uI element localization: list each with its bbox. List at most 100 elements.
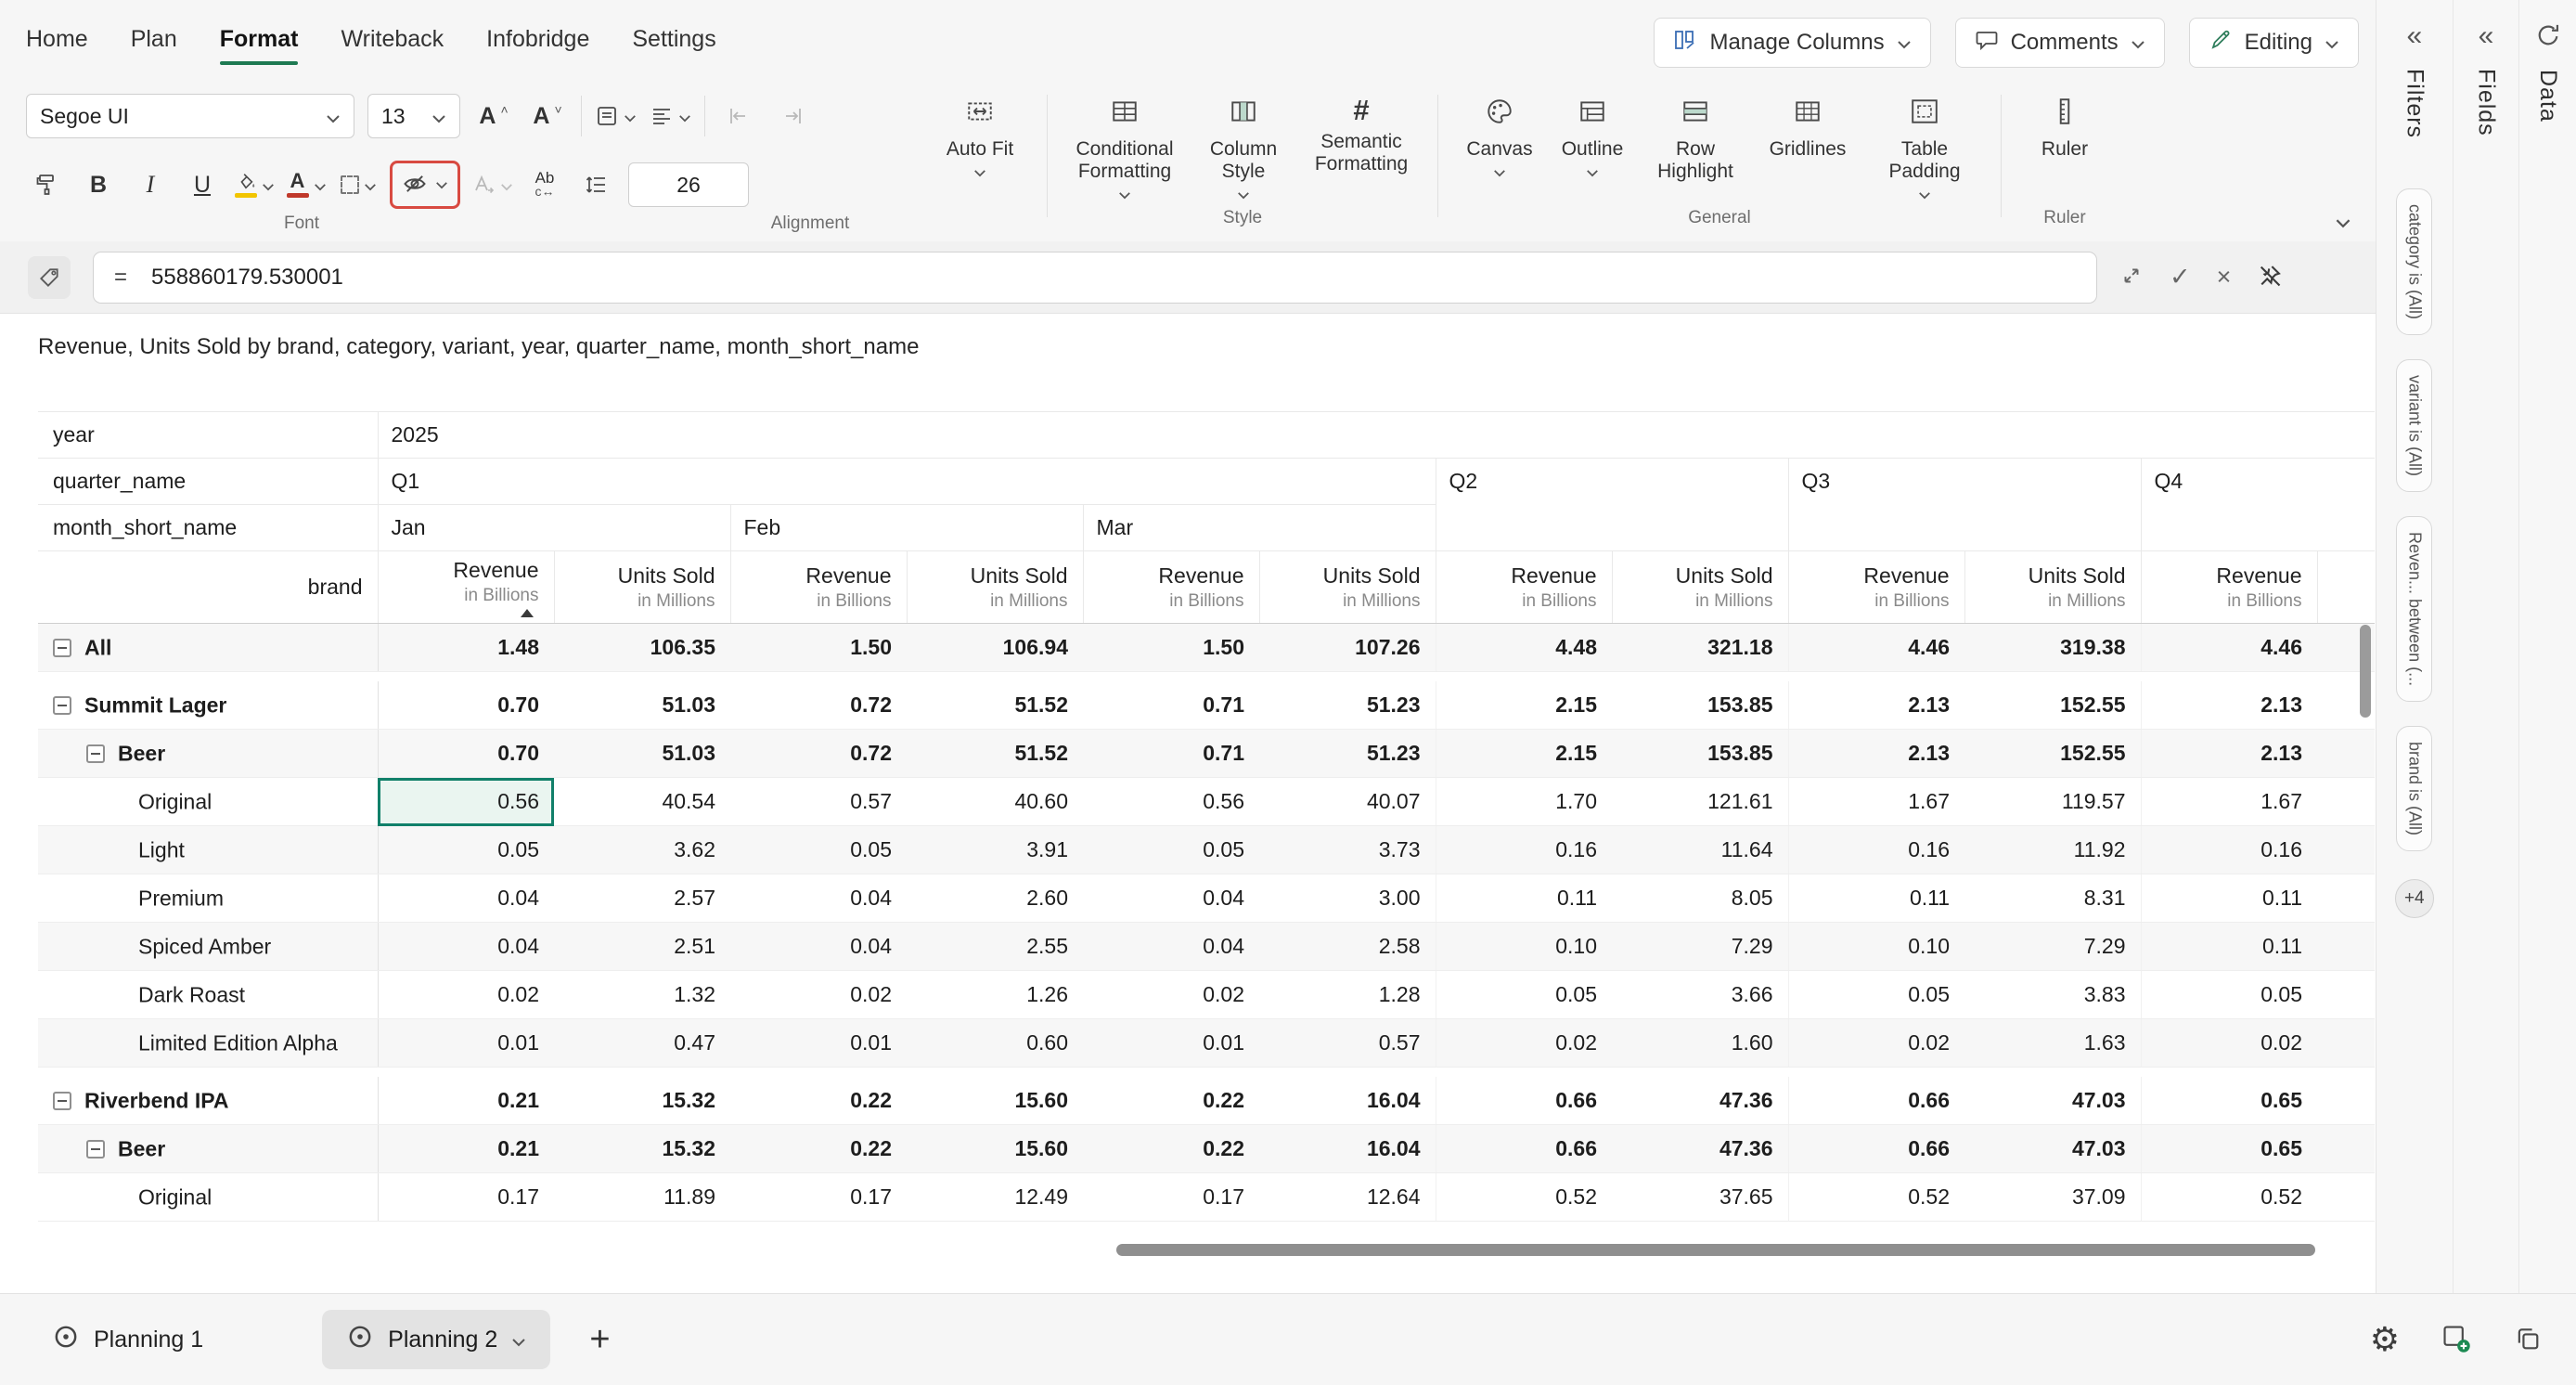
column-header[interactable]: Units Soldin Millions <box>2317 551 2375 624</box>
value-cell[interactable]: 8.05 <box>1612 874 1788 923</box>
month-value[interactable]: Jan <box>378 505 730 551</box>
filters-tab[interactable]: Filters <box>2401 69 2428 138</box>
value-cell[interactable]: 0.01 <box>1083 1019 1259 1068</box>
value-cell[interactable]: 4.46 <box>2141 624 2317 672</box>
value-cell[interactable]: 0.10 <box>1788 923 1964 971</box>
value-cell[interactable]: 0.66 <box>1436 1125 1612 1173</box>
value-cell[interactable]: 2.13 <box>1788 730 1964 778</box>
value-cell[interactable]: 2.13 <box>2141 681 2317 730</box>
value-cell[interactable]: 51.03 <box>554 681 730 730</box>
collapse-panel-icon[interactable]: « <box>2406 22 2422 50</box>
collapse-panel-icon[interactable]: « <box>2479 22 2494 50</box>
value-cell[interactable]: 7.29 <box>1964 923 2141 971</box>
value-cell[interactable]: 12.64 <box>1259 1173 1436 1222</box>
indent-increase-icon[interactable] <box>772 95 813 137</box>
value-cell[interactable]: 319.38 <box>1964 624 2141 672</box>
cancel-icon[interactable]: × <box>2217 263 2232 291</box>
value-cell[interactable]: 0.16 <box>1436 826 1612 874</box>
value-cell[interactable] <box>2317 730 2375 778</box>
auto-fit-button[interactable]: Auto Fit <box>928 87 1032 183</box>
value-cell[interactable]: 3.91 <box>907 826 1083 874</box>
month-value[interactable]: Mar <box>1083 505 1436 551</box>
value-cell[interactable] <box>2317 1019 2375 1068</box>
value-cell[interactable]: 47.36 <box>1612 1077 1788 1125</box>
value-cell[interactable]: 37.65 <box>1612 1173 1788 1222</box>
value-cell[interactable]: 3.83 <box>1964 971 2141 1019</box>
value-cell[interactable]: 0.05 <box>1436 971 1612 1019</box>
value-cell[interactable]: 15.60 <box>907 1125 1083 1173</box>
underline-button[interactable]: U <box>182 163 223 206</box>
copy-icon[interactable] <box>2513 1324 2543 1356</box>
column-header[interactable]: Units Soldin Millions <box>554 551 730 624</box>
value-cell[interactable]: 7.29 <box>1612 923 1788 971</box>
value-cell[interactable]: 16.04 <box>1259 1077 1436 1125</box>
quarter-value[interactable]: Q1 <box>378 459 1436 505</box>
value-cell[interactable]: 3.00 <box>1259 874 1436 923</box>
menu-item-writeback[interactable]: Writeback <box>341 20 444 65</box>
collapse-icon[interactable] <box>53 1092 71 1110</box>
settings-gear-icon[interactable]: ⚙ <box>2370 1323 2400 1356</box>
value-cell[interactable]: 0.02 <box>2141 1019 2317 1068</box>
value-cell[interactable]: 2.51 <box>554 923 730 971</box>
borders-button[interactable] <box>338 163 379 206</box>
value-cell[interactable]: 0.72 <box>730 681 907 730</box>
value-cell[interactable]: 2.58 <box>1259 923 1436 971</box>
value-cell[interactable]: 0.66 <box>1788 1077 1964 1125</box>
value-cell[interactable]: 0.01 <box>730 1019 907 1068</box>
value-cell[interactable]: 119.57 <box>1964 778 2141 826</box>
value-cell[interactable]: 0.05 <box>1083 826 1259 874</box>
value-cell[interactable]: 4.48 <box>1436 624 1612 672</box>
value-cell[interactable]: 0.04 <box>730 923 907 971</box>
menu-item-plan[interactable]: Plan <box>131 20 177 65</box>
font-color-button[interactable]: A <box>286 163 327 206</box>
value-cell[interactable]: 1.67 <box>1788 778 1964 826</box>
value-cell[interactable]: 121.61 <box>1612 778 1788 826</box>
horizontal-scrollbar[interactable] <box>1116 1244 2315 1256</box>
value-cell[interactable]: 8.31 <box>1964 874 2141 923</box>
value-cell[interactable]: 0.02 <box>1083 971 1259 1019</box>
value-cell[interactable]: 0.11 <box>2141 874 2317 923</box>
sheet-tab-planning-2[interactable]: Planning 2 <box>322 1310 550 1369</box>
filter-pill[interactable]: category is (All) <box>2396 188 2432 335</box>
text-fit-icon[interactable]: Ab c↔ <box>524 163 565 206</box>
value-cell[interactable]: 0.56 <box>378 778 554 826</box>
value-cell[interactable]: 153.85 <box>1612 730 1788 778</box>
value-cell[interactable]: 1.60 <box>1612 1019 1788 1068</box>
row-label[interactable]: Summit Lager <box>38 681 378 730</box>
value-cell[interactable]: 0.05 <box>730 826 907 874</box>
value-cell[interactable]: 0.04 <box>1083 923 1259 971</box>
menu-item-format[interactable]: Format <box>220 20 299 65</box>
value-cell[interactable] <box>2317 1173 2375 1222</box>
value-cell[interactable]: 153.85 <box>1612 681 1788 730</box>
manage-columns-button[interactable]: Manage Columns <box>1654 18 1930 68</box>
value-cell[interactable]: 47.03 <box>1964 1077 2141 1125</box>
expand-formula-bar-icon[interactable] <box>2119 264 2144 291</box>
value-cell[interactable]: 0.65 <box>2141 1125 2317 1173</box>
confirm-icon[interactable]: ✓ <box>2170 263 2191 291</box>
value-cell[interactable]: 0.02 <box>378 971 554 1019</box>
value-cell[interactable]: 0.22 <box>1083 1077 1259 1125</box>
value-cell[interactable]: 1.48 <box>378 624 554 672</box>
value-cell[interactable]: 0.02 <box>1788 1019 1964 1068</box>
value-cell[interactable]: 11.64 <box>1612 826 1788 874</box>
value-cell[interactable]: 0.52 <box>2141 1173 2317 1222</box>
menu-item-home[interactable]: Home <box>26 20 88 65</box>
gridlines-button[interactable]: Gridlines <box>1752 87 1863 161</box>
value-cell[interactable]: 0.17 <box>378 1173 554 1222</box>
semantic-formatting-button[interactable]: # Semantic Formatting <box>1300 87 1423 175</box>
column-header[interactable]: Revenuein Billions <box>378 551 554 624</box>
font-name-select[interactable]: Segoe UI <box>26 94 354 138</box>
value-cell[interactable]: 0.02 <box>1436 1019 1612 1068</box>
row-label[interactable]: Original <box>38 778 378 826</box>
row-label[interactable]: Riverbend IPA <box>38 1077 378 1125</box>
value-cell[interactable]: 0.21 <box>378 1077 554 1125</box>
collapse-icon[interactable] <box>53 639 71 657</box>
value-cell[interactable]: 47.03 <box>1964 1125 2141 1173</box>
value-cell[interactable]: 1.32 <box>554 971 730 1019</box>
value-cell[interactable]: 51.52 <box>907 681 1083 730</box>
value-cell[interactable]: 51.52 <box>907 730 1083 778</box>
column-header[interactable]: Revenuein Billions <box>730 551 907 624</box>
value-cell[interactable]: 321.18 <box>1612 624 1788 672</box>
filter-pill[interactable]: Reven... between (... <box>2396 516 2432 702</box>
value-cell[interactable]: 15.60 <box>907 1077 1083 1125</box>
